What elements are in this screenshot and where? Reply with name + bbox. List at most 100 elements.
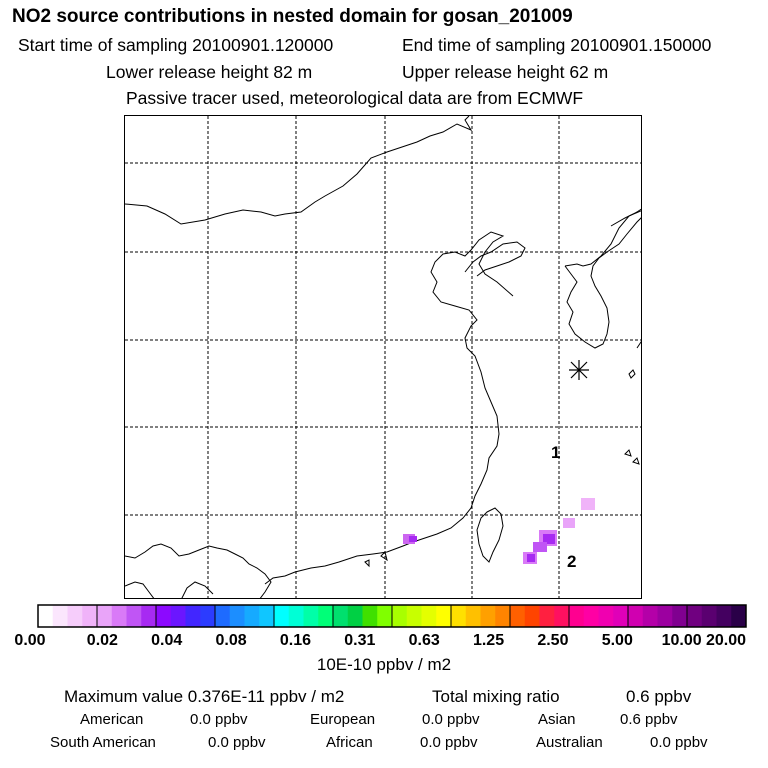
color-scale-border [37, 604, 747, 628]
color-scale-tick-label: 0.00 [14, 632, 46, 649]
indochina-border [125, 581, 155, 598]
plume-cell [543, 534, 555, 544]
color-scale-cell [333, 605, 349, 627]
color-scale-tick-label: 0.16 [279, 632, 312, 649]
color-scale-cell [52, 605, 68, 627]
plume-layer [403, 498, 595, 564]
japan-islet [628, 369, 636, 379]
japan-islet [632, 457, 640, 465]
color-scale-cell [38, 605, 54, 627]
page-title: NO2 source contributions in nested domai… [12, 6, 573, 27]
japan-islet [624, 449, 632, 457]
color-scale-cell [259, 605, 275, 627]
shandong-coast [464, 241, 526, 277]
color-scale-cell [126, 605, 142, 627]
color-scale-cell [229, 605, 245, 627]
island-islet [364, 559, 370, 568]
nk-border [564, 210, 641, 267]
color-scale-cell [524, 605, 540, 627]
region-name: Australian [536, 734, 603, 751]
color-scale-cell [465, 605, 481, 627]
color-scale-cell [583, 605, 599, 627]
plume-cell [581, 498, 595, 510]
plume-cell [533, 542, 547, 552]
coastlines [125, 116, 641, 598]
region-name: European [310, 711, 376, 728]
taiwan [476, 507, 504, 563]
color-scale-cell [672, 605, 688, 627]
color-scale-cell [111, 605, 127, 627]
plume-cell [563, 518, 575, 528]
bohai-coast [264, 231, 514, 585]
russia-coast [610, 208, 641, 227]
color-scale-cell [554, 605, 570, 627]
color-scale-cell [613, 605, 629, 627]
color-scale-tick-label: 0.08 [215, 632, 247, 649]
color-scale-cell [495, 605, 511, 627]
color-scale-cell [97, 605, 113, 627]
color-scale-cell [156, 605, 172, 627]
region-name: South American [50, 734, 156, 751]
mongolia-border [125, 116, 473, 225]
color-scale-cell [628, 605, 644, 627]
color-scale-cell [170, 605, 186, 627]
color-scale-unit: 10E-10 ppbv / m2 [316, 655, 452, 674]
color-scale-cell [731, 605, 747, 627]
color-scale-cell [244, 605, 260, 627]
south-border [125, 543, 272, 598]
lat-lon-grid [125, 116, 641, 598]
region-name: American [80, 711, 144, 728]
plume-cell [409, 536, 417, 542]
region-label-1: 1 [551, 443, 561, 462]
color-scale-cell [539, 605, 555, 627]
receptor-asterisk-icon [569, 360, 589, 380]
color-scale-cell [200, 605, 216, 627]
total-mixing-value: 0.6 ppbv [626, 687, 692, 706]
region-value: 0.0 ppbv [650, 734, 708, 751]
color-scale-cell [716, 605, 732, 627]
tracer-note: Passive tracer used, meteorological data… [126, 88, 584, 108]
end-time-label: End time of sampling 20100901.150000 [402, 35, 712, 55]
color-scale-cell [215, 605, 231, 627]
region-value: 0.6 ppbv [620, 711, 678, 728]
color-scale-cell [687, 605, 703, 627]
map-panel: 1 2 [124, 115, 642, 599]
region-value: 0.0 ppbv [208, 734, 266, 751]
vietnam-border [181, 581, 214, 598]
start-time-label: Start time of sampling 20100901.120000 [18, 35, 334, 55]
map-canvas [125, 116, 641, 598]
color-scale-tick-label: 0.63 [408, 632, 440, 649]
color-scale-tick-label: 20.00 [705, 632, 747, 649]
plume-cell [527, 554, 535, 562]
color-scale-cell [82, 605, 98, 627]
korea-coast [564, 217, 641, 349]
total-mixing-label: Total mixing ratio [432, 687, 560, 706]
region-value: 0.0 ppbv [190, 711, 248, 728]
color-scale-cell [392, 605, 408, 627]
color-scale-cell [480, 605, 496, 627]
color-scale-cell [421, 605, 437, 627]
color-scale-tick-label: 1.25 [472, 632, 505, 649]
upper-release-label: Upper release height 62 m [402, 62, 609, 82]
region-label-2: 2 [567, 552, 577, 571]
color-scale-cell [141, 605, 157, 627]
max-value-label: Maximum value 0.376E-11 ppbv / m2 [64, 687, 345, 706]
japan-islet [636, 341, 641, 349]
color-scale-cell [347, 605, 363, 627]
color-scale-cell [406, 605, 422, 627]
color-scale-cell [185, 605, 201, 627]
color-scale-tick-label: 5.00 [601, 632, 633, 649]
region-value: 0.0 ppbv [422, 711, 480, 728]
region-value: 0.0 ppbv [420, 734, 478, 751]
region-name: Asian [538, 711, 576, 728]
color-scale-cell [569, 605, 585, 627]
color-scale-cell [701, 605, 717, 627]
color-scale-tick-label: 2.50 [537, 632, 569, 649]
color-scale-cell [67, 605, 83, 627]
color-scale-cell [362, 605, 378, 627]
color-scale-cell [598, 605, 614, 627]
color-scale-cell [642, 605, 658, 627]
color-scale-cell [288, 605, 304, 627]
color-scale-tick-label: 0.02 [86, 632, 118, 649]
island-islet [380, 551, 388, 562]
